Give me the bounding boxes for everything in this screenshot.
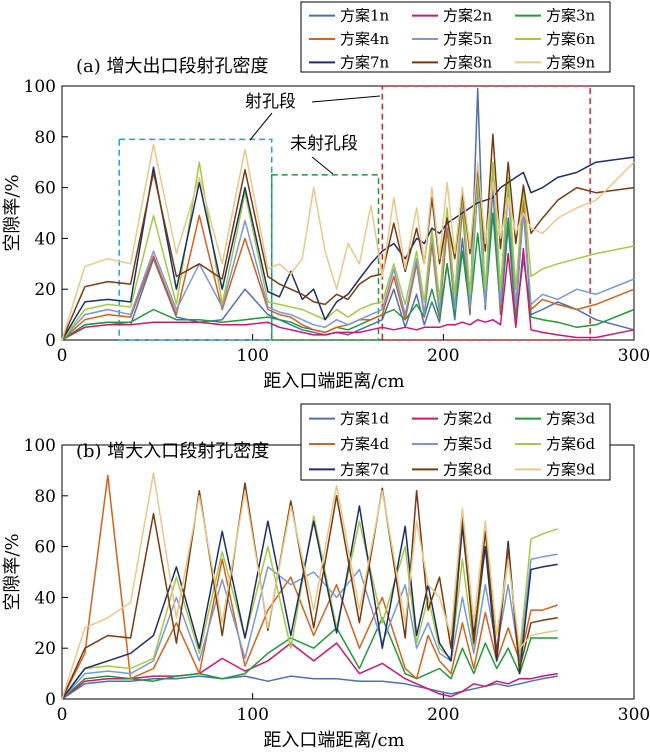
legend-label: 方案1d	[340, 410, 390, 428]
series-line-方案1d	[61, 675, 558, 700]
legend-label: 方案7d	[340, 460, 390, 478]
x-tick-label: 100	[236, 705, 268, 725]
x-tick-label: 0	[57, 705, 68, 725]
y-tick-label: 20	[34, 280, 56, 300]
series-line-方案4n	[61, 161, 635, 341]
series-line-方案7n	[61, 156, 635, 341]
legend-label: 方案4d	[340, 435, 390, 453]
legend-label: 方案9d	[546, 460, 596, 478]
x-tick-label: 300	[618, 705, 650, 725]
legend-label: 方案4n	[340, 30, 390, 48]
series-line-方案3d	[61, 616, 558, 700]
y-tick-label: 40	[34, 588, 56, 608]
legend-label: 方案6n	[546, 30, 596, 48]
y-axis-title: 空隙率/%	[2, 533, 23, 610]
x-tick-label: 0	[57, 346, 68, 366]
perf-box-left	[118, 138, 273, 341]
y-tick-label: 0	[45, 690, 56, 710]
legend-label: 方案9n	[546, 53, 596, 71]
annotation-unperf-leader	[311, 156, 334, 175]
legend: 方案1n 方案2n 方案3n 方案4n 方案5n 方案6n 方案7n 方案8n 方案9n	[300, 1, 611, 73]
series-line-方案5n	[61, 171, 635, 341]
series-line-方案8n	[61, 133, 635, 341]
y-tick-label: 20	[34, 639, 56, 659]
legend-label: 方案5n	[443, 30, 493, 48]
x-tick-label: 100	[236, 346, 268, 366]
annotation-unperf-label: 未射孔段	[290, 134, 358, 154]
y-tick-label: 80	[34, 487, 56, 507]
y-tick-label: 0	[45, 331, 56, 351]
x-axis-title: 距入口端距离/cm	[263, 730, 404, 751]
annotation-perf-label: 射孔段	[245, 92, 296, 112]
panel-b: 0 100 200 300 0 20 40 60 80 100 (b) 增大入口段射孔密度距入口端距…	[2, 403, 650, 751]
series-line-方案8d	[61, 482, 558, 700]
annotation-perf-leader-left	[249, 112, 273, 141]
series-line-方案9n	[61, 143, 635, 341]
legend-box	[300, 403, 611, 481]
x-tick-label: 200	[427, 346, 459, 366]
series-line-方案2d	[61, 642, 558, 700]
x-tick-label: 300	[618, 346, 650, 366]
legend-label: 方案3n	[546, 7, 596, 25]
legend-label: 方案7n	[340, 53, 390, 71]
legend-label: 方案6d	[546, 435, 596, 453]
perf-box-right	[381, 85, 591, 341]
series-line-方案1n	[61, 87, 635, 341]
annotation-perf-leader-right	[311, 95, 381, 103]
y-tick-label: 60	[34, 179, 56, 199]
series-line-方案4d	[61, 474, 558, 700]
y-axis-title: 空隙率/%	[2, 174, 23, 251]
legend: 方案1d 方案2d 方案3d 方案4d 方案5d 方案6d 方案7d 方案8d 方案9d	[300, 403, 611, 481]
legend-label: 方案2d	[443, 410, 493, 428]
legend-box	[300, 1, 611, 73]
legend-label: 方案8d	[443, 460, 493, 478]
y-tick-label: 100	[24, 77, 56, 97]
series-line-方案9d	[61, 472, 558, 700]
legend-label: 方案2n	[443, 7, 493, 25]
legend-label: 方案8n	[443, 53, 493, 71]
legend-label: 方案1n	[340, 7, 390, 25]
x-tick-label: 200	[427, 705, 459, 725]
x-axis-title: 距入口端距离/cm	[263, 371, 404, 392]
legend-label: 方案3d	[546, 410, 596, 428]
y-tick-label: 80	[34, 128, 56, 148]
y-tick-label: 60	[34, 538, 56, 558]
series-line-方案2n	[61, 247, 635, 341]
y-tick-label: 100	[24, 436, 56, 456]
y-tick-label: 40	[34, 229, 56, 249]
series-line-方案6n	[61, 161, 635, 341]
panel-title: (a) 增大出口段射孔密度	[76, 56, 269, 77]
unperf-box	[270, 174, 380, 341]
legend-label: 方案5d	[443, 435, 493, 453]
panel-title: (b) 增大入口段射孔密度	[76, 441, 269, 462]
